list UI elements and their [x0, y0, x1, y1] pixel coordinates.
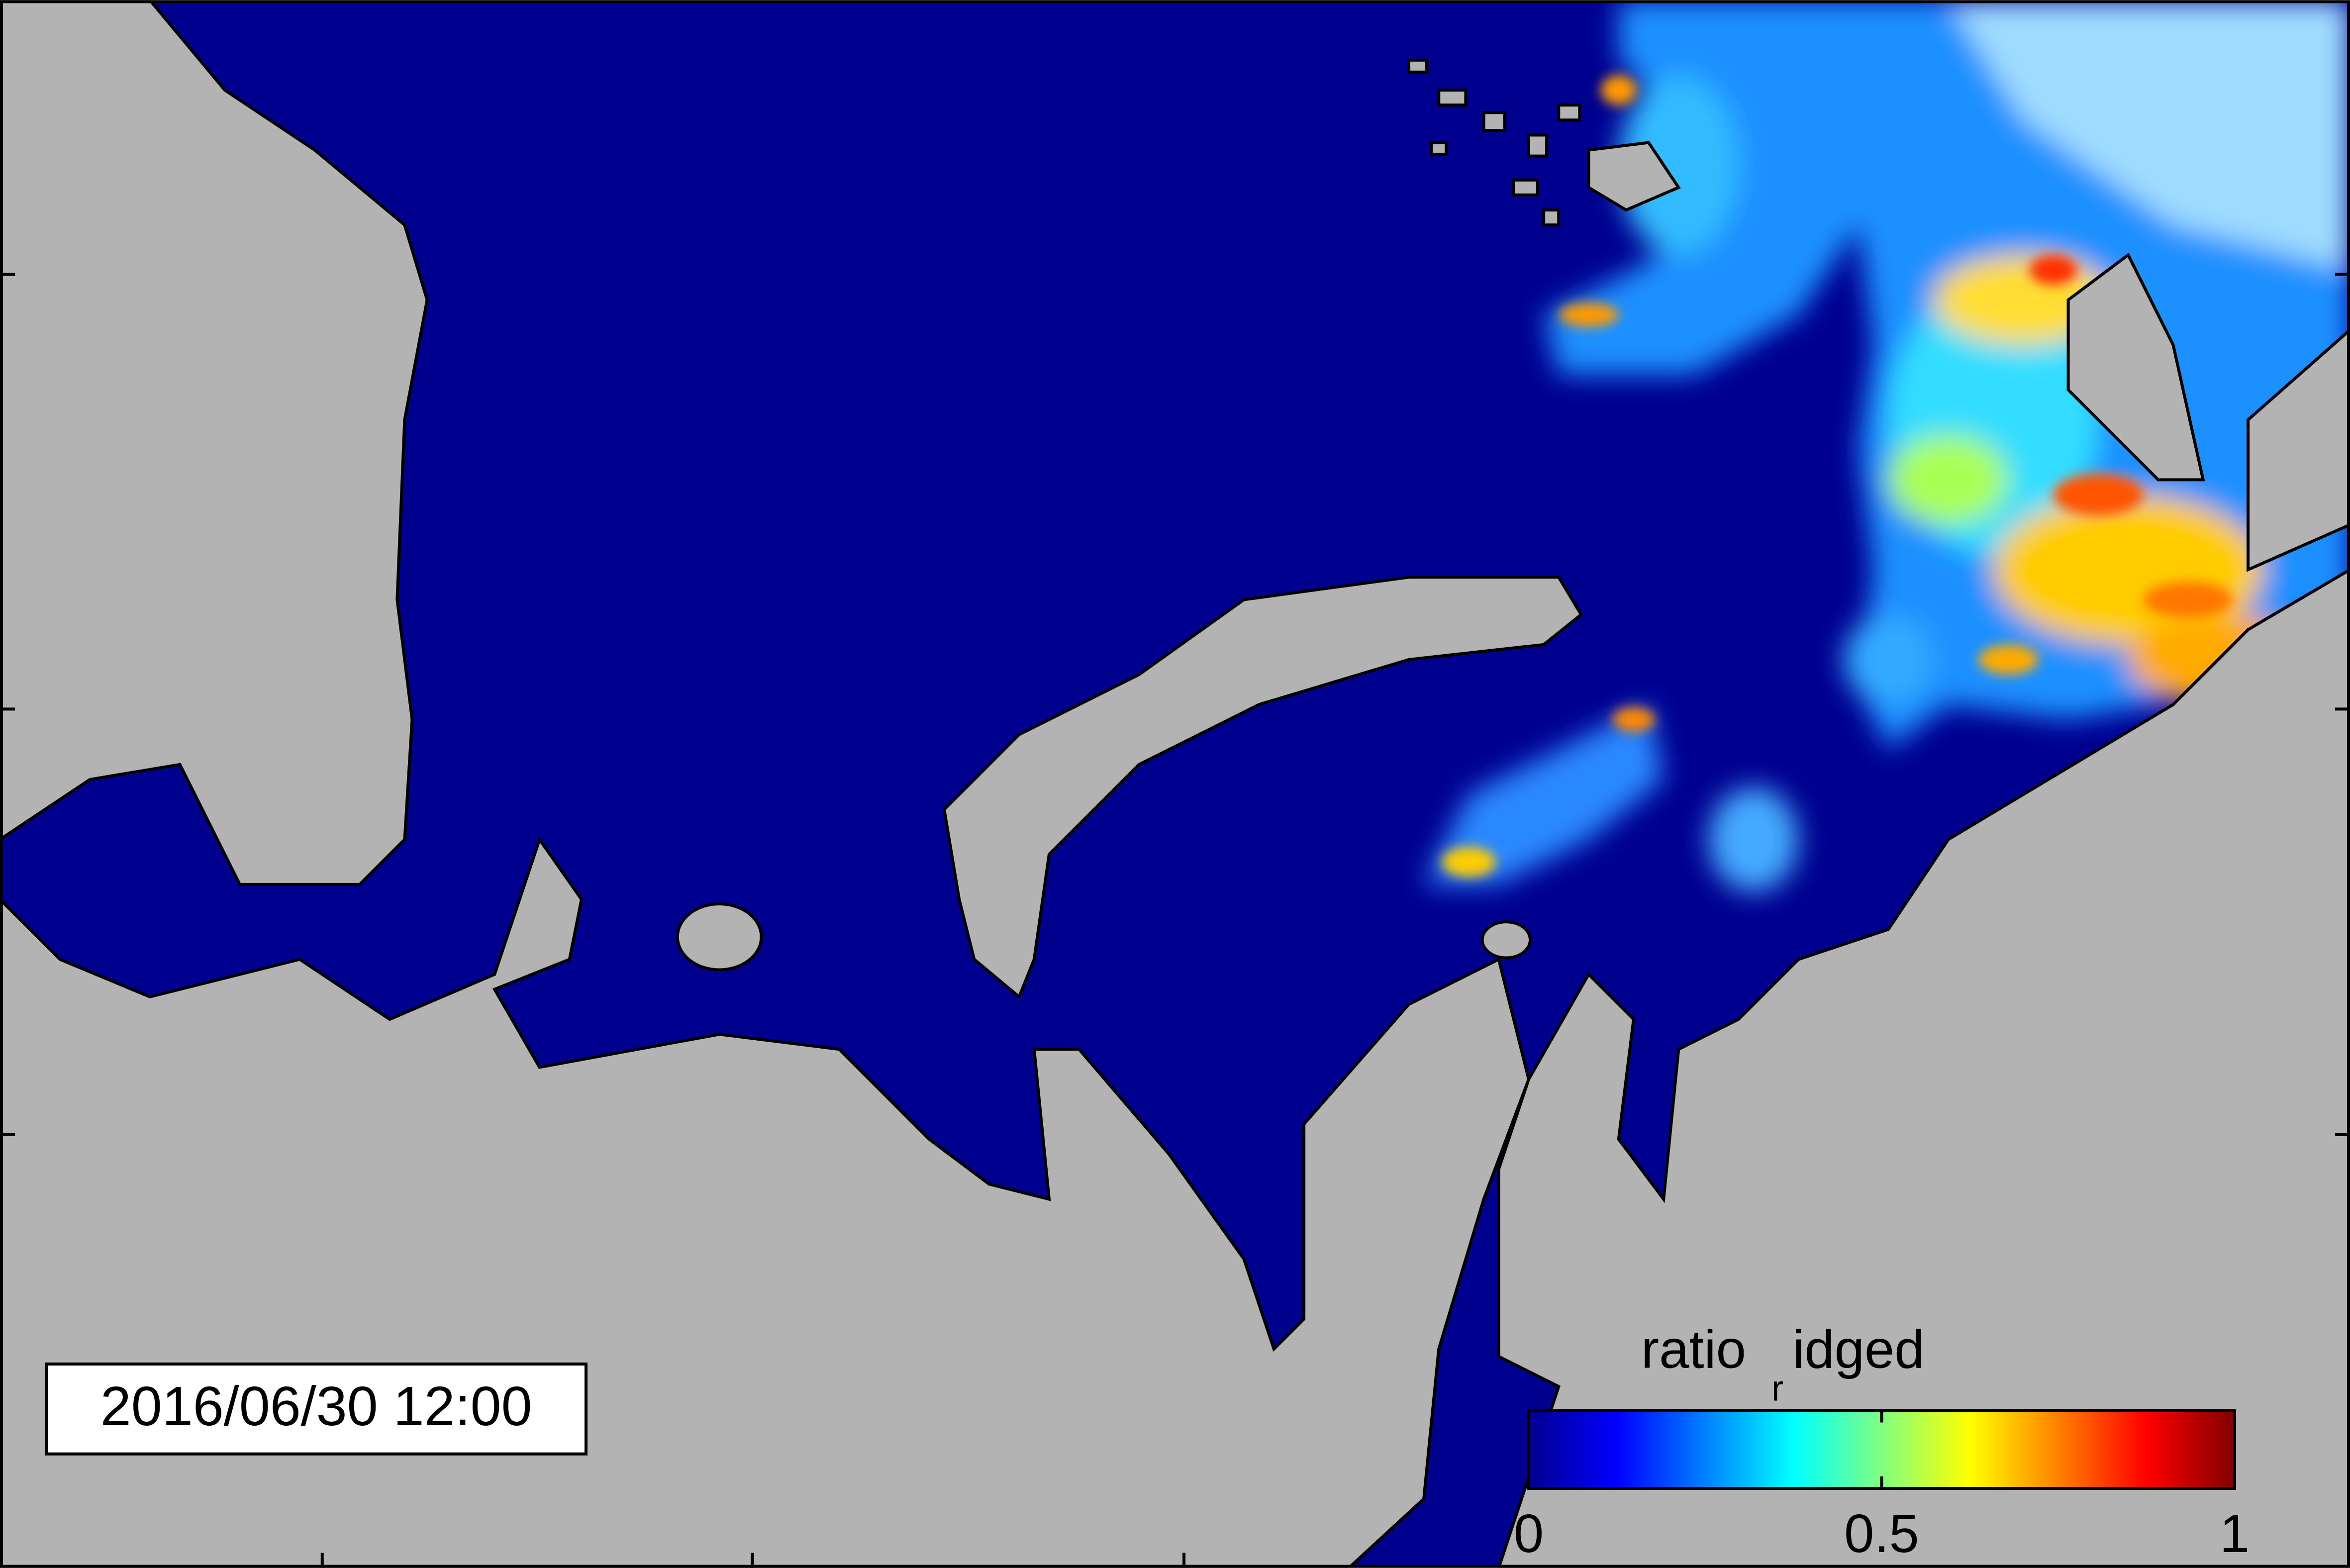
colorbar-tick-label: 1 [2220, 1503, 2250, 1564]
colorbar-title: idged [1792, 1319, 1924, 1379]
colorbar-title-subscript: r [1771, 1369, 1783, 1408]
timestamp-box [45, 1362, 588, 1456]
colorbar-tick-label: 0.5 [1844, 1503, 1919, 1564]
colorbar-title: ratio [1641, 1319, 1746, 1379]
colorbar-tick-label: 0 [1514, 1503, 1544, 1564]
timestamp: 2016/06/30 12:00 [100, 1375, 532, 1437]
